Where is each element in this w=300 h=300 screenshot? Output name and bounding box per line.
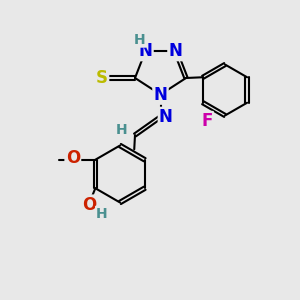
Text: N: N [159, 108, 173, 126]
Text: F: F [201, 112, 213, 130]
Text: N: N [139, 42, 152, 60]
Text: N: N [154, 85, 167, 103]
Text: S: S [96, 69, 108, 87]
Text: H: H [116, 124, 127, 137]
Text: H: H [134, 33, 145, 46]
Text: O: O [66, 149, 80, 167]
Text: H: H [96, 207, 108, 221]
Text: N: N [169, 42, 182, 60]
Text: O: O [82, 196, 96, 214]
